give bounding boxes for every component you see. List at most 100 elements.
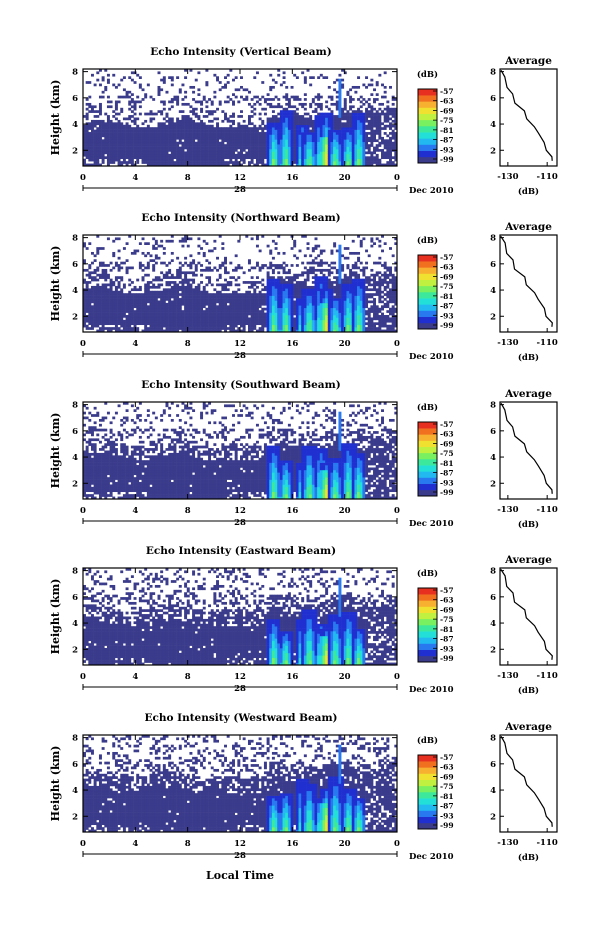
heatmap-cell	[365, 141, 369, 145]
heatmap-cell	[112, 146, 116, 150]
heatmap-cell	[106, 317, 110, 321]
heatmap-cell	[394, 144, 398, 147]
heatmap-cell	[181, 102, 185, 106]
heatmap-cell	[301, 151, 305, 155]
heatmap-cell	[303, 305, 307, 309]
heatmap-cell	[130, 119, 134, 123]
heatmap-cell	[90, 132, 94, 135]
heatmap-cell	[370, 134, 374, 138]
heatmap-cell	[200, 329, 204, 333]
heatmap-cell	[314, 312, 318, 316]
heatmap-cell	[152, 112, 156, 116]
profile-x-label: (dB)	[518, 186, 539, 197]
heatmap-cell	[271, 161, 275, 164]
heatmap-cell	[383, 117, 387, 121]
heatmap-cell	[311, 127, 315, 130]
heatmap-cell	[314, 322, 318, 326]
heatmap-cell	[240, 124, 243, 128]
heatmap-cell	[234, 290, 238, 294]
heatmap-cell	[279, 322, 283, 326]
heatmap-cell	[237, 288, 241, 292]
heatmap-cell	[330, 305, 334, 309]
heatmap-cell	[160, 78, 164, 82]
heatmap-cell	[255, 319, 259, 323]
heatmap-cell	[298, 310, 302, 313]
heatmap-cell	[83, 163, 86, 167]
heatmap-cell	[245, 315, 249, 318]
heatmap-cell	[93, 290, 97, 294]
heatmap-cell	[125, 136, 129, 140]
heatmap-cell	[98, 149, 102, 152]
heatmap-cell	[208, 312, 212, 316]
heatmap-cell	[330, 158, 334, 162]
heatmap-cell	[287, 119, 291, 123]
heatmap-cell	[295, 134, 299, 138]
heatmap-cell	[224, 288, 227, 292]
heatmap-cell	[327, 310, 331, 313]
heatmap-cell	[221, 300, 225, 304]
heatmap-cell	[386, 105, 390, 109]
heatmap-cell	[303, 319, 307, 323]
heatmap-cell	[240, 312, 243, 316]
heatmap-cell	[282, 293, 286, 296]
heatmap-cell	[216, 144, 220, 147]
heatmap-cell	[114, 317, 118, 321]
heatmap-cell	[282, 266, 286, 270]
heatmap-cell	[178, 300, 182, 304]
heatmap-cell	[327, 134, 331, 138]
heatmap-cell	[176, 102, 180, 106]
heatmap-cell	[232, 134, 235, 138]
heatmap-cell	[301, 290, 305, 294]
heatmap-cell	[205, 242, 209, 245]
heatmap-cell	[101, 319, 105, 323]
heatmap-cell	[197, 329, 201, 333]
heatmap-cell	[178, 324, 182, 328]
heatmap-cell	[250, 153, 254, 157]
heatmap-cell	[88, 127, 92, 130]
heatmap-cell	[136, 293, 140, 296]
heatmap-cell	[298, 117, 302, 121]
heatmap-cell	[101, 298, 105, 301]
heatmap-cell	[162, 312, 166, 316]
heatmap-cell	[373, 117, 377, 121]
heatmap-cell	[301, 127, 305, 130]
heatmap-cell	[170, 161, 174, 164]
heatmap-cell	[96, 134, 100, 138]
heatmap-cell	[152, 264, 156, 267]
heatmap-cell	[271, 85, 275, 89]
heatmap-cell	[301, 305, 305, 309]
heatmap-cell	[240, 76, 243, 79]
heatmap-cell	[184, 119, 188, 123]
heatmap-cell	[319, 139, 323, 143]
heatmap-cell	[285, 107, 289, 111]
heatmap-cell	[271, 312, 275, 316]
heatmap-cell	[232, 307, 235, 311]
heatmap-cell	[168, 153, 172, 157]
heatmap-cell	[269, 163, 273, 167]
heatmap-cell	[216, 136, 220, 140]
heatmap-cell	[173, 283, 177, 287]
heatmap-cell	[122, 95, 126, 99]
heatmap-cell	[258, 149, 262, 152]
heatmap-cell	[120, 78, 124, 82]
heatmap-cell	[173, 129, 177, 133]
heatmap-cell	[141, 156, 145, 160]
heatmap-cell	[301, 329, 305, 333]
heatmap-cell	[229, 324, 233, 328]
heatmap-cell	[128, 134, 132, 138]
heatmap-cell	[210, 149, 214, 152]
heatmap-cell	[88, 317, 92, 321]
heatmap-cell	[287, 136, 291, 140]
heatmap-cell	[261, 302, 265, 306]
heatmap-cell	[104, 295, 108, 299]
heatmap-cell	[338, 112, 342, 116]
heatmap-cell	[266, 244, 270, 248]
heatmap-cell	[325, 276, 329, 279]
heatmap-cell	[213, 144, 217, 147]
heatmap-cell	[197, 117, 201, 121]
heatmap-cell	[383, 153, 387, 157]
heatmap-cell	[279, 295, 283, 299]
heatmap-cell	[112, 310, 116, 313]
heatmap-cell	[96, 329, 100, 333]
heatmap-cell	[210, 302, 214, 306]
